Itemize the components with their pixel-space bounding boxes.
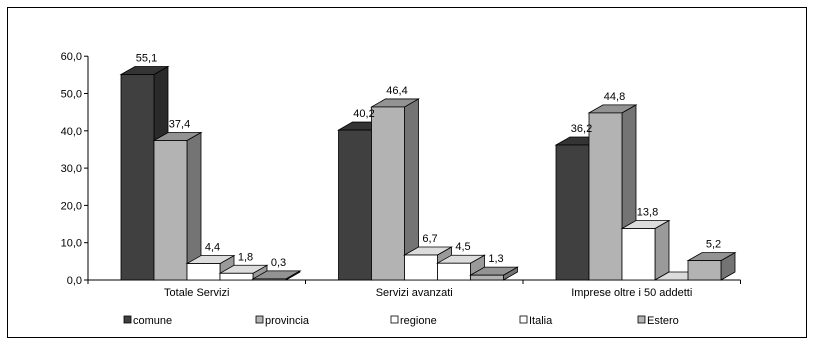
data-label: 6,7	[422, 233, 437, 245]
y-tick-label: 60,0	[61, 51, 82, 63]
bar-estero-servizi-avanzati	[468, 266, 520, 281]
legend-label: provincia	[265, 315, 310, 327]
bar-front	[219, 272, 254, 281]
data-label: 1,8	[238, 251, 253, 263]
x-axis: Totale Servizi Servizi avanzati Imprese ol…	[87, 279, 741, 299]
bar-front	[153, 140, 188, 281]
bar-front	[120, 74, 155, 281]
legend-label: regione	[400, 315, 437, 327]
data-label: 46,4	[386, 85, 407, 97]
bar-front	[404, 254, 438, 281]
bar-front	[252, 278, 287, 281]
legend-item-italia: Italia	[519, 315, 553, 327]
bar-front	[338, 129, 372, 281]
bars	[119, 65, 737, 281]
data-label: 37,4	[169, 118, 190, 130]
y-axis: 0,0 10,0 20,0 30,0 40,0 50,0 60,0	[61, 51, 89, 287]
legend-item-estero: Estero	[637, 315, 679, 327]
y-tick-label: 20,0	[61, 200, 82, 212]
legend-item-provincia: provincia	[255, 315, 310, 327]
x-tick-label: Totale Servizi	[164, 287, 229, 299]
y-tick-label: 50,0	[61, 89, 82, 101]
legend: comune provincia regione Italia Estero	[123, 315, 679, 327]
bar-front	[470, 274, 504, 281]
bar-estero-imprese-oltre-i-50-addetti	[686, 251, 737, 281]
data-label: 1,3	[488, 253, 503, 265]
data-label: 44,8	[604, 91, 625, 103]
legend-label: Italia	[529, 315, 553, 327]
legend-swatch	[637, 315, 646, 324]
data-labels: 55,1 37,4 4,4 1,8 0,3 40,2 46,4 6,7 4,5 1,3 36,2 44…	[136, 52, 721, 268]
legend-item-comune: comune	[123, 315, 172, 327]
bar-regione-imprese-oltre-i-50-addetti	[620, 219, 671, 281]
legend-label: Estero	[647, 315, 679, 327]
legend-item-regione: regione	[390, 315, 437, 327]
bar-front	[371, 106, 405, 281]
bar-provincia-totale-servizi	[152, 131, 203, 281]
legend-label: comune	[133, 315, 172, 327]
bar-side	[654, 219, 670, 281]
bar-front	[687, 260, 722, 281]
y-tick-label: 40,0	[61, 126, 82, 138]
bar-front	[437, 262, 471, 281]
legend-swatch	[390, 315, 399, 324]
bar-estero-totale-servizi	[251, 270, 302, 281]
legend-swatch	[255, 315, 264, 324]
x-tick-label: Imprese oltre i 50 addetti	[571, 287, 692, 299]
data-label: 55,1	[136, 52, 157, 64]
data-label: 13,8	[637, 207, 658, 219]
legend-swatch	[519, 315, 528, 324]
x-tick-label: Servizi avanzati	[376, 287, 453, 299]
data-label: 5,2	[706, 239, 721, 251]
data-label: 4,5	[455, 241, 470, 253]
data-label: 4,4	[205, 242, 220, 254]
data-label: 36,2	[571, 123, 592, 135]
bar-front	[555, 144, 590, 281]
data-label: 0,3	[271, 257, 286, 269]
y-tick-label: 0,0	[67, 275, 82, 287]
legend-swatch	[123, 315, 132, 324]
bar-provincia-servizi-avanzati	[369, 98, 421, 281]
y-tick-label: 10,0	[61, 238, 82, 250]
data-label: 40,2	[353, 108, 374, 120]
bar-front	[621, 228, 656, 281]
y-tick-label: 30,0	[61, 163, 82, 175]
bar-italia-totale-servizi	[218, 264, 269, 281]
bar-front	[588, 112, 623, 281]
bar-front	[186, 263, 221, 281]
